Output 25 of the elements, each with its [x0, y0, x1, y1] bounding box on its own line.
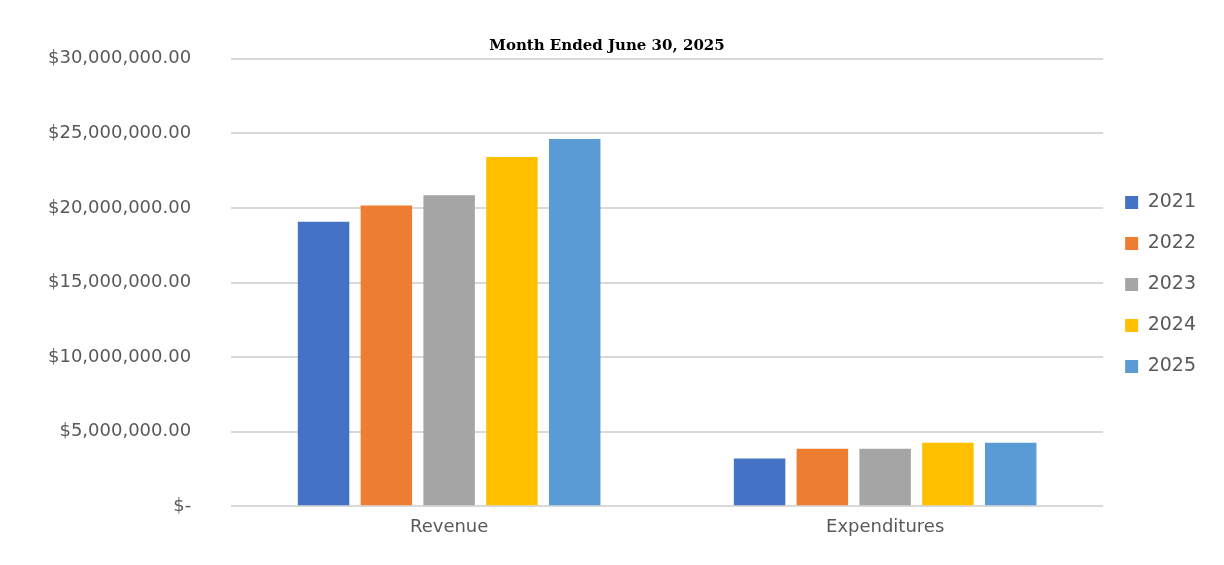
legend-label: 2023: [1147, 271, 1197, 294]
y-tick-label: $-: [173, 493, 192, 515]
bar: [984, 442, 1037, 506]
x-tick-label: Revenue: [409, 514, 489, 536]
bar: [486, 156, 538, 506]
bar: [360, 205, 413, 506]
bar: [733, 458, 786, 506]
bar: [796, 448, 849, 506]
legend-label: 2025: [1147, 353, 1197, 376]
bar: [297, 221, 350, 506]
legend-label: 2021: [1147, 189, 1197, 212]
legend-label: 2024: [1147, 312, 1197, 335]
y-tick-label: $15,000,000.00: [48, 270, 192, 292]
x-tick-label: Expenditures: [826, 514, 945, 536]
chart-title: Month Ended June 30, 2025: [489, 35, 725, 54]
bar: [548, 139, 601, 506]
y-tick-label: $10,000,000.00: [48, 344, 192, 366]
y-tick-label: $20,000,000.00: [48, 195, 192, 217]
y-tick-label: $5,000,000.00: [59, 419, 192, 441]
bar: [859, 448, 911, 506]
bar: [423, 195, 475, 506]
legend-label: 2022: [1147, 230, 1197, 253]
bar: [922, 442, 974, 506]
y-tick-label: $30,000,000.00: [48, 46, 192, 68]
y-tick-label: $25,000,000.00: [48, 121, 192, 143]
